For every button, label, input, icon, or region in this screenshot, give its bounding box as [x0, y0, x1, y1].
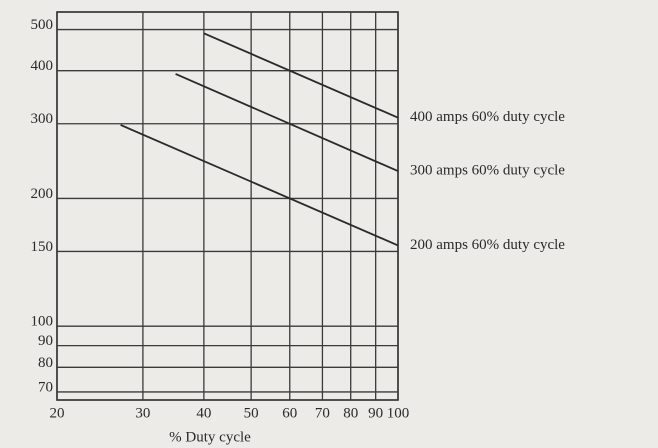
x-axis-label: % Duty cycle	[169, 429, 251, 445]
x-tick-label: 80	[343, 405, 358, 421]
series-label: 300 amps 60% duty cycle	[410, 163, 565, 179]
x-tick-label: 20	[50, 405, 65, 421]
x-tick-label: 30	[135, 405, 150, 421]
series-line	[120, 124, 399, 247]
x-tick-label: 40	[196, 405, 211, 421]
y-tick-label: 70	[38, 379, 53, 395]
y-tick-label: 80	[38, 355, 53, 371]
series-line	[203, 32, 399, 119]
y-tick-label: 150	[31, 239, 54, 255]
series-label: 200 amps 60% duty cycle	[410, 237, 565, 253]
x-tick-label: 50	[244, 405, 259, 421]
y-tick-label: 100	[31, 314, 54, 330]
x-tick-label: 60	[282, 405, 297, 421]
y-tick-label: 300	[31, 111, 54, 127]
y-tick-label: 400	[31, 58, 54, 74]
x-tick-label: 100	[387, 405, 410, 421]
series-label: 400 amps 60% duty cycle	[410, 109, 565, 125]
y-tick-label: 200	[31, 186, 54, 202]
x-tick-label: 70	[315, 405, 330, 421]
x-tick-label: 90	[368, 405, 383, 421]
series-line	[175, 73, 399, 172]
y-tick-label: 500	[31, 17, 54, 33]
y-tick-label: 90	[38, 333, 53, 349]
